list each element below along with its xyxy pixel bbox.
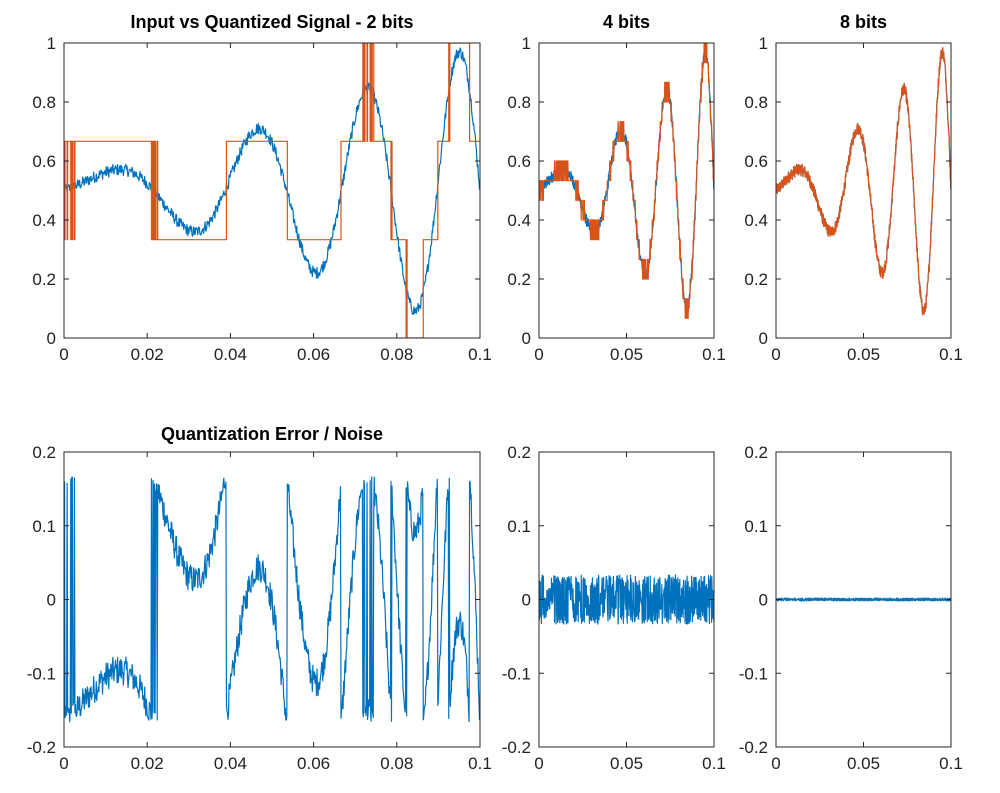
chart-title-q8: 8 bits bbox=[840, 12, 887, 32]
xtick-label-q8: 0.05 bbox=[847, 345, 880, 364]
ytick-label-q8: 0 bbox=[759, 329, 768, 348]
xtick-label-e2: 0.04 bbox=[214, 754, 247, 773]
xtick-label-q2: 0.06 bbox=[297, 345, 330, 364]
ytick-label-e4: -0.2 bbox=[502, 738, 531, 757]
ytick-label-q8: 0.8 bbox=[744, 93, 768, 112]
ytick-label-q4: 0 bbox=[522, 329, 531, 348]
ytick-label-q2: 0.8 bbox=[32, 93, 56, 112]
xtick-label-q2: 0.04 bbox=[214, 345, 247, 364]
axes-e8: 0 0.05 0.1 -0.2 -0.1 0 0.1 0.2 bbox=[739, 443, 963, 773]
ytick-label-e2: -0.1 bbox=[27, 664, 56, 683]
ytick-label-e2: 0.1 bbox=[32, 517, 56, 536]
axes-e2: 0 0.02 0.04 0.06 0.08 0.1 -0.2 -0.1 0 0.1 0.2 Quant… bbox=[27, 424, 492, 773]
ytick-label-e8: 0.1 bbox=[744, 517, 768, 536]
ytick-label-e8: -0.2 bbox=[739, 738, 768, 757]
ytick-label-q2: 0.6 bbox=[32, 152, 56, 171]
chart-title-e2: Quantization Error / Noise bbox=[161, 424, 383, 444]
xtick-label-q4: 0.1 bbox=[702, 345, 726, 364]
ytick-label-q4: 0.2 bbox=[507, 270, 531, 289]
ytick-label-q2: 0.4 bbox=[32, 211, 56, 230]
xtick-label-e2: 0.02 bbox=[131, 754, 164, 773]
chart-title-q2: Input vs Quantized Signal - 2 bits bbox=[130, 12, 413, 32]
series-error-e4 bbox=[539, 574, 714, 625]
ytick-label-e2: 0.2 bbox=[32, 443, 56, 462]
ytick-label-e8: -0.1 bbox=[739, 664, 768, 683]
ytick-label-e2: 0 bbox=[47, 591, 56, 610]
xtick-label-q2: 0 bbox=[59, 345, 68, 364]
ytick-label-q2: 0 bbox=[47, 329, 56, 348]
ytick-label-q8: 0.2 bbox=[744, 270, 768, 289]
xtick-label-e4: 0 bbox=[534, 754, 543, 773]
xtick-label-q2: 0.02 bbox=[131, 345, 164, 364]
xtick-label-e2: 0.06 bbox=[297, 754, 330, 773]
series-quantized-q8 bbox=[776, 47, 951, 316]
ytick-label-e4: -0.1 bbox=[502, 664, 531, 683]
xtick-label-e2: 0.1 bbox=[468, 754, 492, 773]
ytick-label-q4: 0.6 bbox=[507, 152, 531, 171]
xtick-label-e4: 0.1 bbox=[702, 754, 726, 773]
xtick-label-q8: 0.1 bbox=[939, 345, 963, 364]
ytick-label-q2: 1 bbox=[47, 34, 56, 53]
ytick-label-e4: 0 bbox=[522, 591, 531, 610]
xtick-label-e8: 0 bbox=[771, 754, 780, 773]
xtick-label-e8: 0.1 bbox=[939, 754, 963, 773]
ytick-label-q4: 0.8 bbox=[507, 93, 531, 112]
ytick-label-e8: 0 bbox=[759, 591, 768, 610]
xtick-label-q2: 0.08 bbox=[380, 345, 413, 364]
xtick-label-e8: 0.05 bbox=[847, 754, 880, 773]
xtick-label-q4: 0.05 bbox=[610, 345, 643, 364]
xtick-label-e2: 0 bbox=[59, 754, 68, 773]
series-error-e8 bbox=[776, 597, 951, 602]
ytick-label-q8: 1 bbox=[759, 34, 768, 53]
xtick-label-q2: 0.1 bbox=[468, 345, 492, 364]
ytick-label-e8: 0.2 bbox=[744, 443, 768, 462]
ytick-label-e2: -0.2 bbox=[27, 738, 56, 757]
plot-area-q2 bbox=[63, 42, 481, 339]
xtick-label-q4: 0 bbox=[534, 345, 543, 364]
plot-area-q8 bbox=[775, 42, 952, 339]
ytick-label-e4: 0.1 bbox=[507, 517, 531, 536]
ytick-label-q2: 0.2 bbox=[32, 270, 56, 289]
series-quantized-q4 bbox=[539, 43, 714, 319]
ytick-label-q8: 0.6 bbox=[744, 152, 768, 171]
axes-q4: 0 0.05 0.1 0 0.2 0.4 0.6 0.8 1 4 bits bbox=[507, 12, 725, 364]
ytick-label-q4: 1 bbox=[522, 34, 531, 53]
ytick-label-q4: 0.4 bbox=[507, 211, 531, 230]
ytick-label-q8: 0.4 bbox=[744, 211, 768, 230]
series-error-e2 bbox=[64, 476, 480, 723]
ytick-label-e4: 0.2 bbox=[507, 443, 531, 462]
axes-q2: 0 0.02 0.04 0.06 0.08 0.1 0 0.2 0.4 0.6 0.8 1 Input … bbox=[32, 12, 491, 364]
series-input-q2 bbox=[64, 47, 480, 316]
series-quantized-q2 bbox=[64, 43, 480, 338]
axes-e4: 0 0.05 0.1 -0.2 -0.1 0 0.1 0.2 bbox=[502, 443, 726, 773]
chart-title-q4: 4 bits bbox=[603, 12, 650, 32]
axes-q8: 0 0.05 0.1 0 0.2 0.4 0.6 0.8 1 8 bits bbox=[744, 12, 962, 364]
xtick-label-q8: 0 bbox=[771, 345, 780, 364]
plot-area-q4 bbox=[538, 42, 715, 339]
xtick-label-e2: 0.08 bbox=[380, 754, 413, 773]
xtick-label-e4: 0.05 bbox=[610, 754, 643, 773]
